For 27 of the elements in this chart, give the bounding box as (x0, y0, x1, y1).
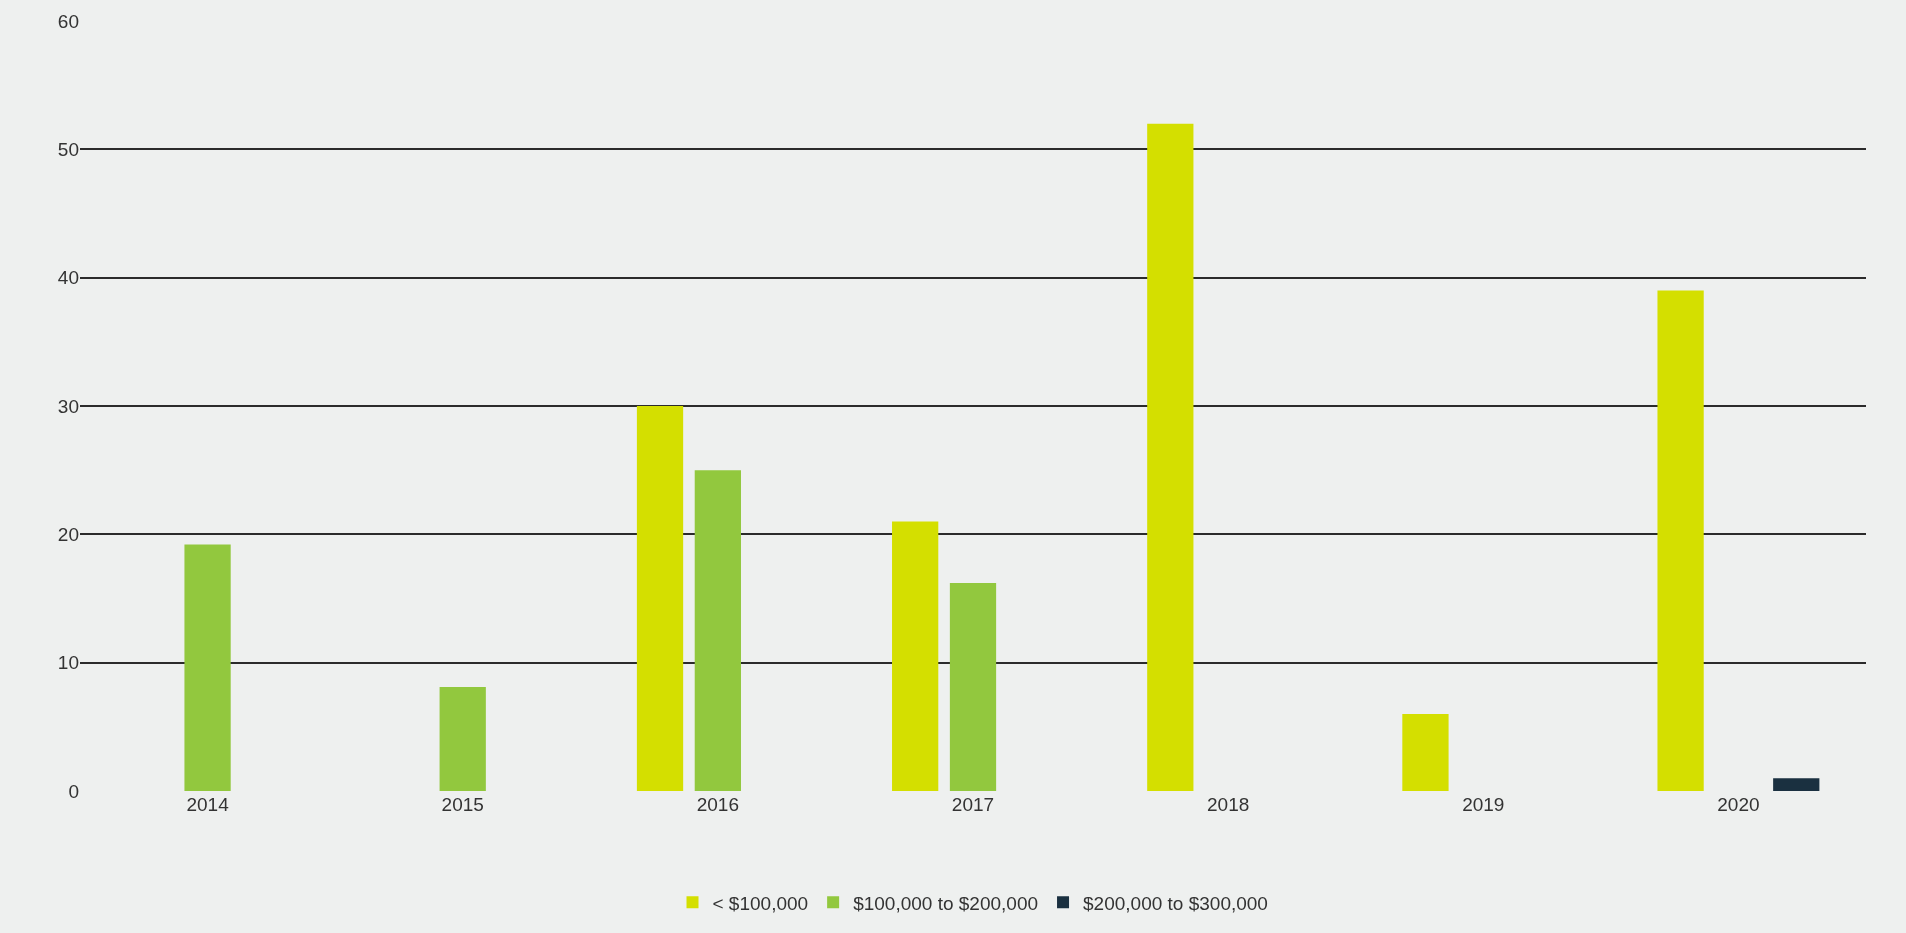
legend-label: $100,000 to $200,000 (853, 892, 1039, 914)
bar (1657, 290, 1704, 791)
bar (949, 583, 997, 791)
legend-label: $200,000 to $300,000 (1083, 892, 1268, 914)
bar (1147, 123, 1194, 791)
legend-label: < $100,000 (712, 892, 809, 914)
bar (439, 687, 486, 791)
x-tick-label: 2014 (186, 794, 230, 815)
y-tick-label: 40 (57, 267, 79, 289)
bar (694, 470, 741, 791)
x-tick-label: 2017 (951, 794, 995, 815)
y-tick-label: 20 (57, 523, 79, 545)
x-tick-label: 2018 (1207, 794, 1250, 815)
bar (892, 521, 939, 791)
bar (184, 544, 231, 791)
y-tick-label: 0 (68, 780, 79, 802)
y-tick-label: 60 (57, 10, 79, 32)
x-tick-label: 2016 (696, 794, 739, 815)
y-tick-label: 30 (57, 395, 79, 417)
bar (1773, 778, 1820, 791)
bar (1402, 714, 1449, 791)
y-tick-label: 10 (57, 652, 79, 674)
y-tick-label: 50 (57, 138, 79, 160)
x-tick-label: 2020 (1717, 794, 1760, 815)
x-tick-label: 2015 (441, 794, 484, 815)
bar (636, 406, 684, 791)
x-tick-label: 2019 (1462, 794, 1505, 815)
